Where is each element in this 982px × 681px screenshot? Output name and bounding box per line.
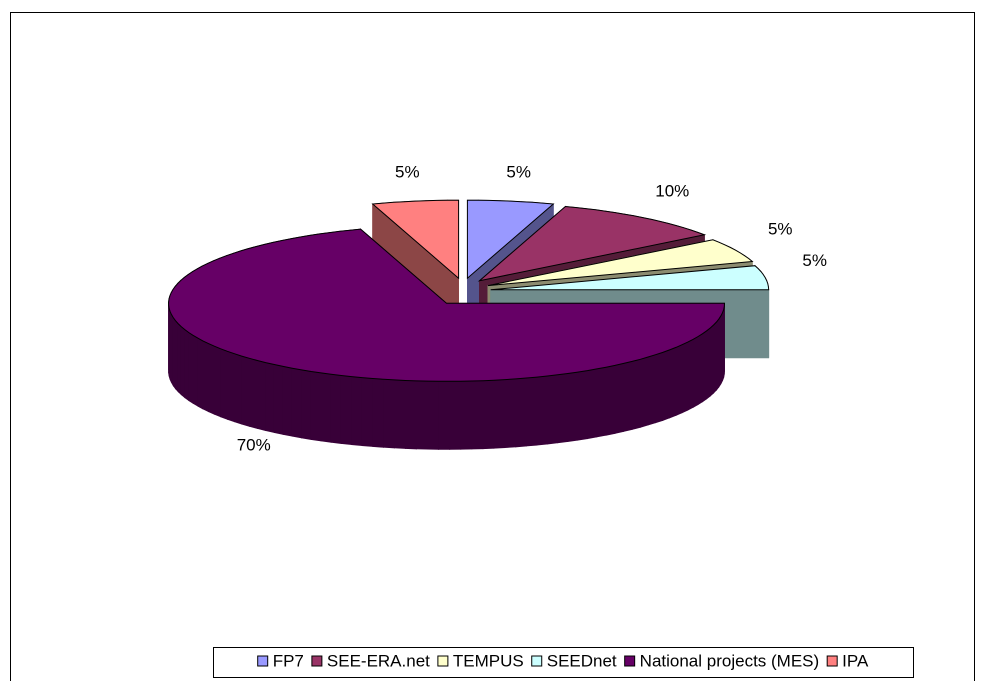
slice-side [301,369,312,440]
slice-side [639,356,649,428]
slice-side [681,341,689,414]
slice-side [692,335,699,408]
slice-side [257,359,267,432]
slice-side [697,332,703,406]
slice-side [713,320,717,394]
pie-slice [168,228,726,382]
slice-side [547,374,559,445]
data-label: 5% [506,163,531,182]
slice-side [177,322,182,396]
slice-side [596,366,607,438]
slice-side [623,360,633,432]
slice-side [631,358,641,430]
data-label: 70% [237,435,271,454]
legend: FP7 SEE-ERA.net TEMPUS SEEDnet National proj… [257,651,869,670]
slice-side [202,340,209,413]
slice-side [493,379,506,449]
slice-side [647,354,656,426]
pie-slice [487,239,754,287]
slice-side [175,319,179,393]
legend-swatch [826,655,838,667]
pie-slice [490,265,770,291]
slice-side [282,365,293,437]
legend-swatch [531,655,543,667]
data-label: 5% [802,251,827,270]
slice-side [706,327,711,400]
slice-side [351,376,363,447]
slice-side [241,355,250,427]
legend-swatch [311,655,323,667]
slice-side [372,378,384,448]
data-label: 5% [395,163,420,182]
slice-side [675,344,683,417]
slice-side [567,371,579,442]
legend-label: SEE-ERA.net [327,651,430,670]
slice-side [504,378,517,449]
pie-tops [168,199,770,382]
pie-slice [477,205,707,282]
slice-side [702,330,708,403]
slice-side [449,380,462,450]
slice-side [587,368,598,440]
slice-side [208,342,215,415]
slice-side [710,323,715,397]
slice-side [536,375,548,446]
slice-side [427,380,439,450]
slice-side [471,380,484,450]
slice-side [227,350,235,423]
slice-side [184,328,190,402]
data-label: 10% [655,182,689,201]
slice-side [662,349,670,421]
legend-swatch [437,655,449,667]
legend-label: National projects (MES) [640,651,820,670]
slice-side [197,337,204,410]
data-label: 5% [768,219,793,238]
slice-side [416,380,428,450]
slice-side [687,338,694,411]
slice-side [557,373,569,444]
slice-side [320,372,332,443]
pie-slice [371,199,460,280]
legend-swatch [257,655,269,667]
slice-side [614,362,625,434]
slice-side [291,367,302,439]
legend-label: FP7 [273,651,304,670]
slice-side [482,379,495,450]
slice-side [273,364,284,435]
slice-side [515,377,527,448]
legend-box [213,647,914,678]
slice-side [310,371,322,442]
slice-side [214,345,222,418]
data-labels: 5% 10% 5% 5% 70% 5% [237,163,827,455]
slice-side [234,353,243,425]
slice-side [188,331,194,405]
slice-side [180,325,186,399]
slice-side [220,348,228,420]
slice-side [265,362,275,433]
slice-side [405,380,417,450]
slice-side [655,351,664,424]
legend-label: IPA [842,651,869,670]
slice-side [340,375,352,446]
slice-side [460,380,473,450]
slice-side [249,357,258,430]
legend-swatch [624,655,636,667]
slice-side [438,380,451,450]
slice-side [669,346,677,419]
slice-side [383,378,395,449]
slice-side [330,373,342,444]
slice-side [192,334,199,407]
slice-side [605,364,616,436]
pie-slice [466,199,555,280]
legend-label: TEMPUS [453,651,524,670]
slice-side [526,376,538,447]
slice-side [361,377,374,447]
legend-label: SEEDnet [547,651,617,670]
slice-side [577,370,588,441]
slice-side [394,379,406,449]
